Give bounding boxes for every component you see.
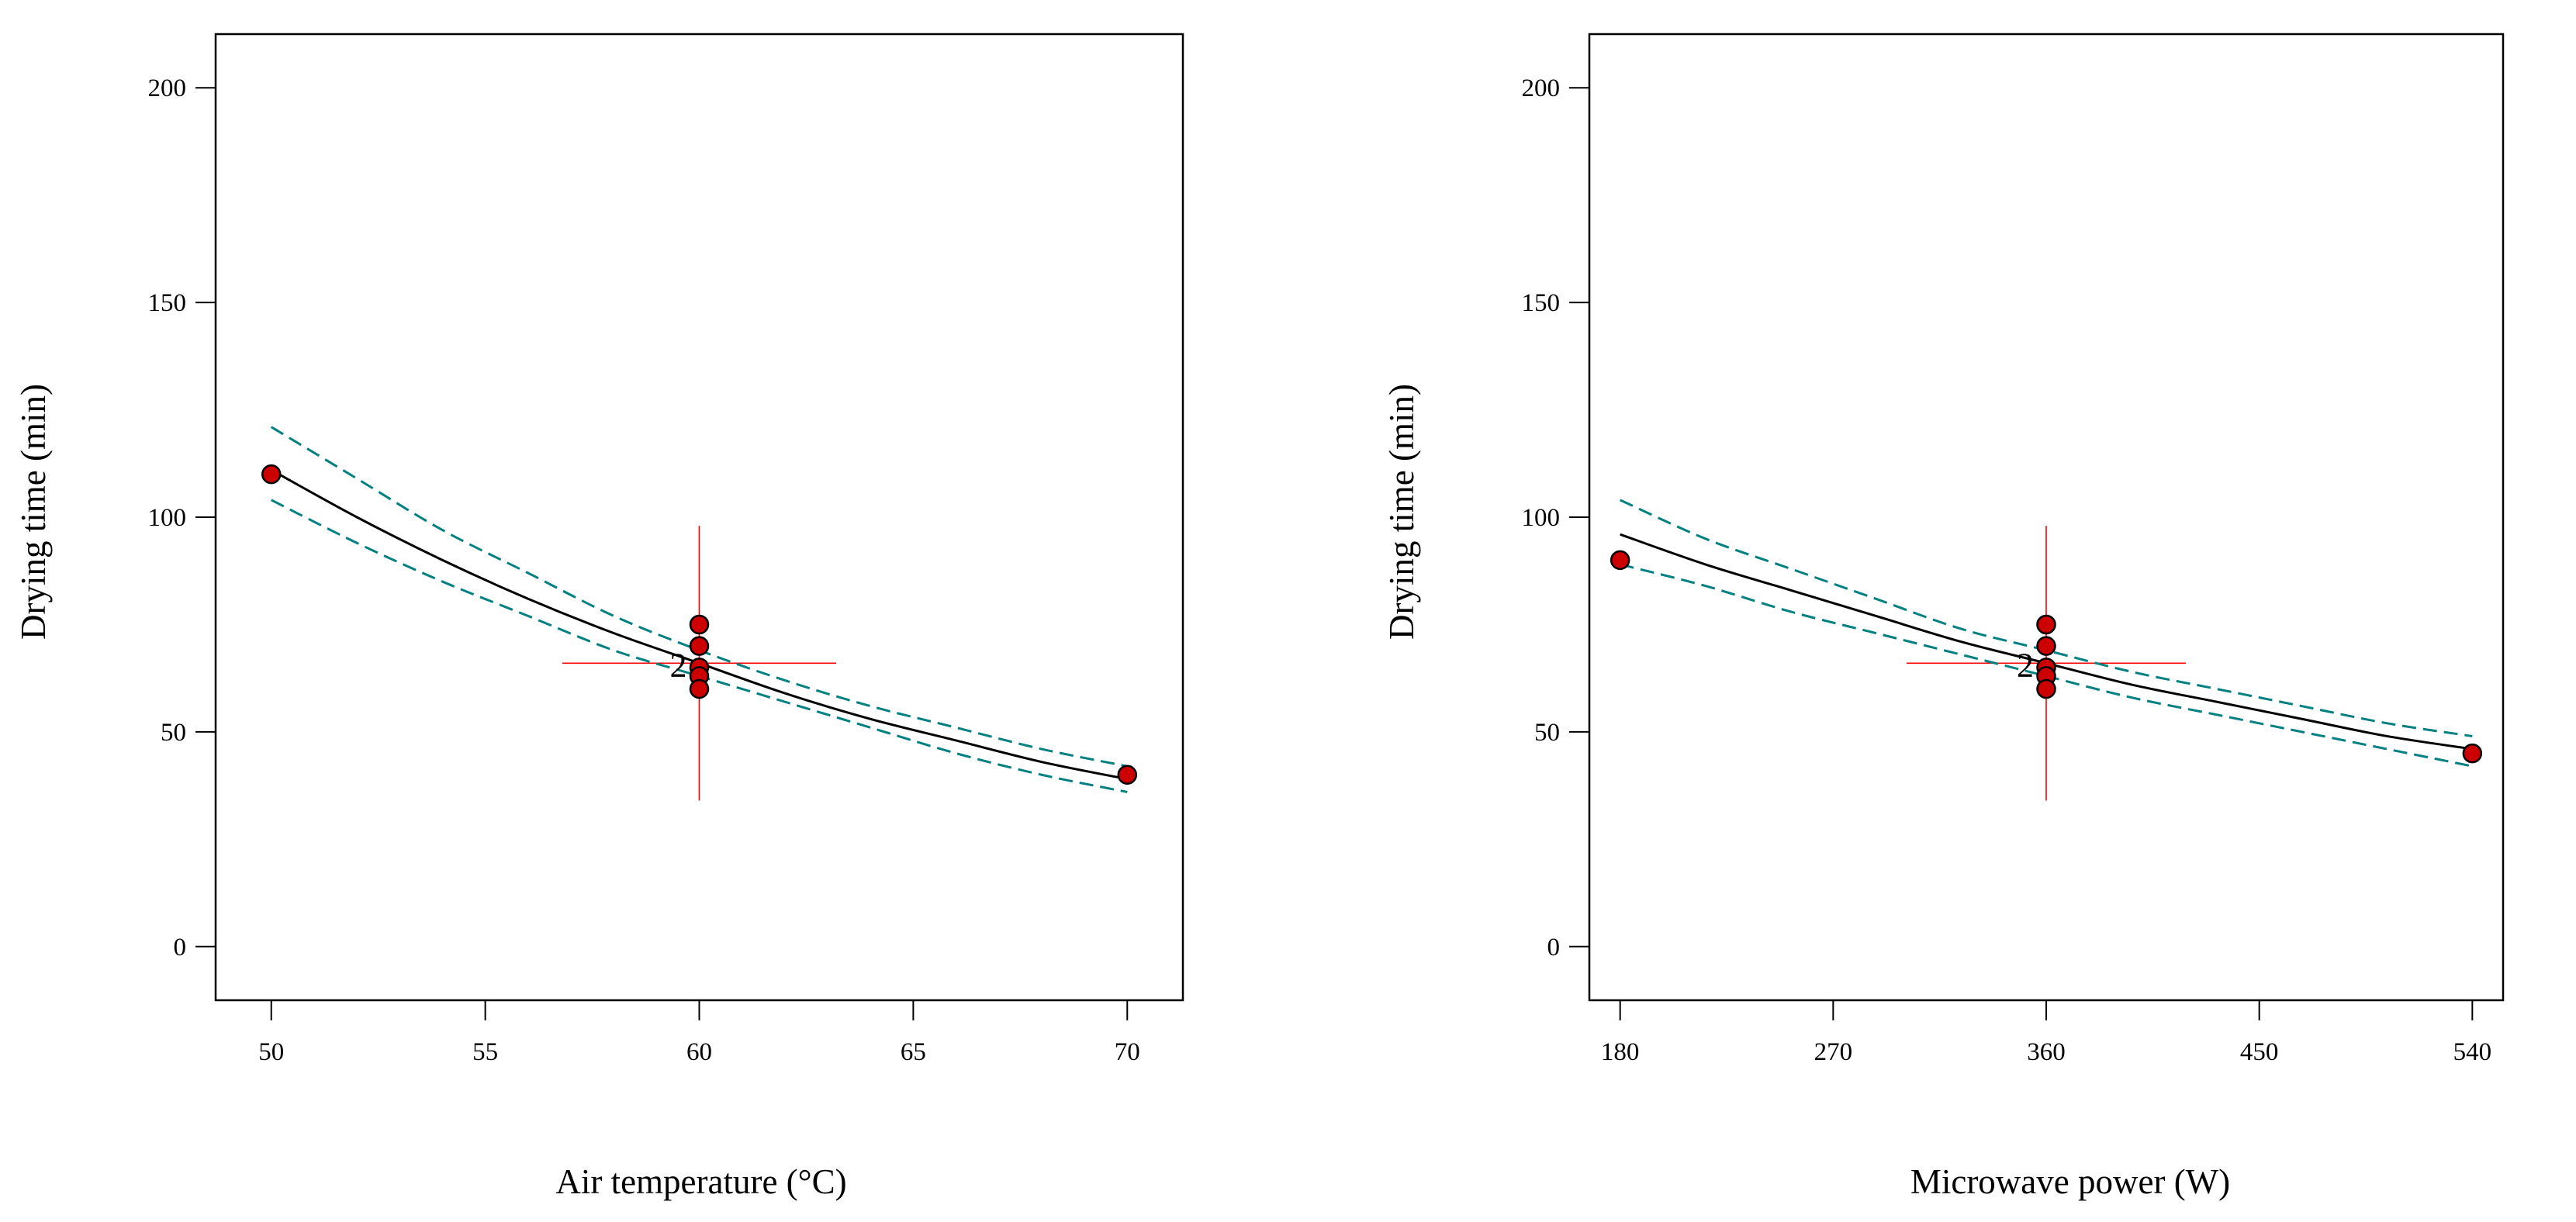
- data-point: [689, 636, 710, 656]
- x-tick-label: 450: [2240, 1038, 2279, 1066]
- plot-frame: [1588, 33, 2505, 1002]
- data-point: [2462, 743, 2483, 764]
- data-point: [1117, 765, 1138, 785]
- y-tick-label: 200: [1522, 74, 1561, 102]
- plot-frame: [214, 33, 1184, 1002]
- x-tick-label: 65: [901, 1038, 926, 1066]
- center-point-count: 2: [2017, 646, 2034, 684]
- x-axis-title: Air temperature (°C): [555, 1162, 846, 1201]
- y-tick-label: 0: [174, 934, 187, 961]
- x-tick-label: 540: [2453, 1038, 2492, 1066]
- data-point: [689, 678, 710, 699]
- x-tick-label: 270: [1814, 1038, 1853, 1066]
- x-tick-label: 70: [1115, 1038, 1140, 1066]
- y-tick-label: 50: [1534, 719, 1560, 747]
- data-point: [1610, 550, 1630, 571]
- data-point: [689, 614, 710, 635]
- data-point: [2036, 678, 2056, 699]
- y-axis-title: Drying time (min): [14, 384, 53, 640]
- y-tick-label: 0: [1547, 934, 1561, 961]
- center-point-count: 2: [670, 646, 687, 684]
- x-tick-label: 60: [686, 1038, 712, 1066]
- x-tick-label: 360: [2027, 1038, 2066, 1066]
- x-tick-label: 180: [1601, 1038, 1640, 1066]
- y-tick-label: 200: [148, 74, 187, 102]
- data-point: [261, 464, 282, 485]
- y-tick-label: 100: [148, 504, 187, 532]
- y-tick-label: 150: [148, 289, 187, 317]
- data-point: [2036, 614, 2056, 635]
- x-axis-title: Microwave power (W): [1910, 1162, 2230, 1201]
- x-tick-label: 55: [472, 1038, 498, 1066]
- data-point: [2036, 636, 2056, 656]
- y-tick-label: 50: [161, 719, 186, 747]
- panel-microwave-power: Drying time (min) Microwave power (W) 0 5…: [1382, 33, 2505, 1201]
- panel-air-temperature: Drying time (min) Air temperature (°C) 0…: [14, 33, 1184, 1201]
- y-tick-label: 100: [1522, 504, 1561, 532]
- y-tick-label: 150: [1522, 289, 1561, 317]
- y-axis-title: Drying time (min): [1382, 384, 1421, 640]
- x-tick-label: 50: [258, 1038, 284, 1066]
